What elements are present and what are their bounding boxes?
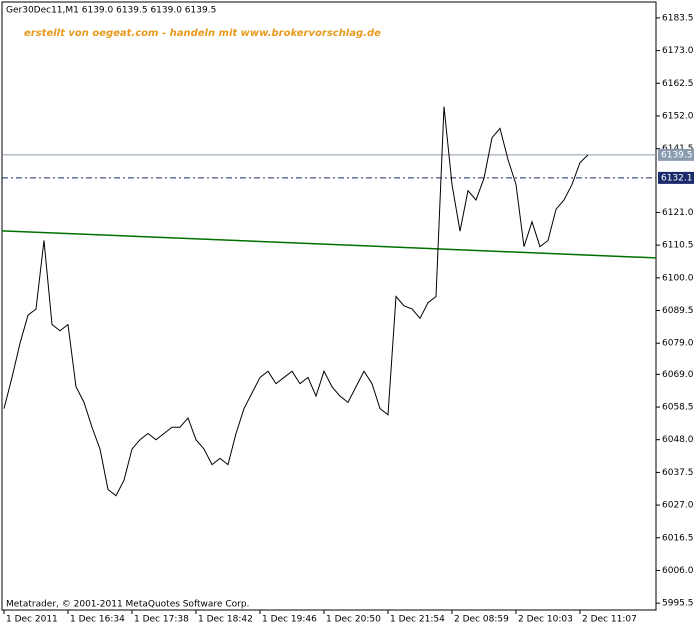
chart-title: Ger30Dec11,M1 6139.0 6139.5 6139.0 6139.… bbox=[6, 6, 216, 16]
x-tick-label: 1 Dec 2011 bbox=[6, 615, 58, 625]
x-tick-label: 1 Dec 16:34 bbox=[70, 615, 125, 625]
plot-frame bbox=[1, 1, 657, 611]
x-tick-label: 1 Dec 17:38 bbox=[134, 615, 189, 625]
y-tick-label: 6069.0 bbox=[662, 370, 694, 380]
price-label-box bbox=[658, 148, 694, 161]
y-tick-label: 6152.0 bbox=[662, 111, 694, 121]
x-tick-label: 2 Dec 11:07 bbox=[582, 615, 637, 625]
y-tick-label: 6089.5 bbox=[662, 306, 694, 316]
y-tick-label: 6173.0 bbox=[662, 46, 694, 56]
x-tick-label: 2 Dec 08:59 bbox=[454, 615, 509, 625]
y-tick-label: 6006.0 bbox=[662, 566, 694, 576]
annotation: erstellt von oegeat.com - handeln mit ww… bbox=[24, 28, 381, 39]
x-tick-label: 1 Dec 20:50 bbox=[326, 615, 381, 625]
y-tick-label: 6027.0 bbox=[662, 501, 694, 511]
price-line-series bbox=[3, 106, 589, 497]
y-tick-label: 6058.5 bbox=[662, 403, 694, 413]
y-tick-label: 6100.0 bbox=[662, 273, 694, 283]
y-tick-label: 6110.5 bbox=[662, 241, 694, 251]
y-tick-label: 6183.5 bbox=[662, 13, 694, 23]
copyright: Metatrader, © 2001-2011 MetaQuotes Softw… bbox=[6, 600, 249, 610]
y-tick-label: 6079.0 bbox=[662, 339, 694, 349]
price-label: 6139.5 bbox=[661, 150, 693, 160]
price-label-box bbox=[658, 171, 694, 184]
x-tick-label: 1 Dec 18:42 bbox=[198, 615, 253, 625]
x-tick-label: 2 Dec 10:03 bbox=[518, 615, 573, 625]
y-tick-label: 6048.0 bbox=[662, 435, 694, 445]
y-tick-label: 5995.5 bbox=[662, 599, 694, 609]
y-tick-label: 6037.5 bbox=[662, 468, 694, 478]
y-tick-label: 6162.5 bbox=[662, 79, 694, 89]
trendline bbox=[1, 230, 657, 259]
x-tick-label: 1 Dec 19:46 bbox=[262, 615, 317, 625]
y-tick-label: 6121.0 bbox=[662, 208, 694, 218]
price-label: 6132.1 bbox=[661, 173, 693, 183]
y-tick-label: 6016.5 bbox=[662, 533, 694, 543]
x-tick-label: 1 Dec 21:54 bbox=[390, 615, 445, 625]
